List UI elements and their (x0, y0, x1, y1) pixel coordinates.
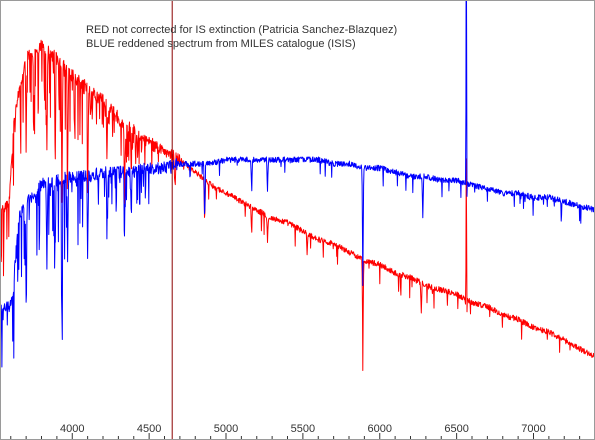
x-tick-label: 4500 (137, 423, 161, 435)
x-tick-label: 4000 (60, 423, 84, 435)
x-tick-label: 5000 (214, 423, 238, 435)
x-tick-label: 6000 (368, 423, 392, 435)
series-layer (0, 0, 595, 371)
x-tick-label: 7000 (521, 423, 545, 435)
x-axis: 4000 4500 5000 5500 6000 6500 7000 (10, 423, 595, 440)
legend-line-red: RED not corrected for IS extinction (Pat… (86, 24, 397, 36)
x-tick-label: 6500 (444, 423, 468, 435)
series-line-red (0, 39, 595, 371)
x-tick-label: 5500 (291, 423, 315, 435)
series-line-blue (0, 0, 595, 368)
legend-line-blue: BLUE reddened spectrum from MILES catalo… (86, 38, 356, 50)
